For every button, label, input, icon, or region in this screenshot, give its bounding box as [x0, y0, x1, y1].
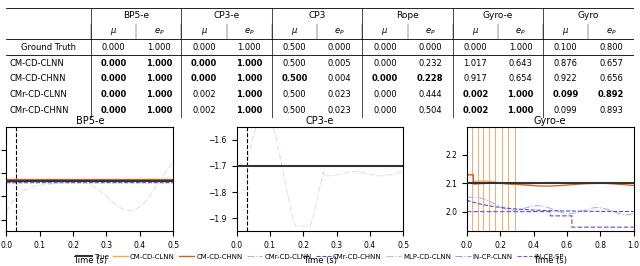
Text: 0.004: 0.004: [328, 74, 351, 83]
Text: 0.002: 0.002: [462, 106, 488, 115]
Text: 0.000: 0.000: [373, 90, 397, 99]
Text: 1.000: 1.000: [508, 106, 534, 115]
Text: 0.023: 0.023: [328, 90, 351, 99]
Text: 1.000: 1.000: [146, 59, 172, 68]
Text: 0.000: 0.000: [100, 59, 127, 68]
Text: 0.099: 0.099: [554, 106, 577, 115]
Text: 0.100: 0.100: [554, 43, 577, 52]
Text: 0.000: 0.000: [373, 43, 397, 52]
Text: 0.654: 0.654: [509, 74, 532, 83]
Text: 0.657: 0.657: [599, 59, 623, 68]
Text: 0.917: 0.917: [463, 74, 487, 83]
Text: 0.800: 0.800: [599, 43, 623, 52]
Text: 1.000: 1.000: [236, 59, 262, 68]
Text: CMr-CD-CHNN: CMr-CD-CHNN: [10, 106, 69, 115]
Text: 1.000: 1.000: [236, 74, 262, 83]
Text: 1.000: 1.000: [508, 90, 534, 99]
Text: 1.000: 1.000: [146, 90, 172, 99]
Text: CM-CD-CHNN: CM-CD-CHNN: [10, 74, 66, 83]
Text: CM-CD-CLNN: CM-CD-CLNN: [10, 59, 64, 68]
Text: $\mu$: $\mu$: [200, 26, 207, 37]
Text: 0.500: 0.500: [282, 74, 308, 83]
X-axis label: Time (s): Time (s): [533, 256, 567, 265]
Text: 0.000: 0.000: [100, 90, 127, 99]
Text: $e_P$: $e_P$: [605, 26, 616, 37]
Text: 0.893: 0.893: [599, 106, 623, 115]
Text: 0.000: 0.000: [102, 43, 125, 52]
Text: $\mu$: $\mu$: [381, 26, 388, 37]
Text: 0.000: 0.000: [373, 59, 397, 68]
Text: $e_P$: $e_P$: [334, 26, 345, 37]
Text: 0.500: 0.500: [283, 59, 307, 68]
Legend: True, CM-CD-CLNN, CM-CD-CHNN, CMr-CD-CLNN, CMr-CD-CHNN, MLP-CD-CLNN, IN-CP-CLNN,: True, CM-CD-CLNN, CM-CD-CHNN, CMr-CD-CLN…: [74, 251, 566, 263]
Text: 0.444: 0.444: [419, 90, 442, 99]
Title: CP3-e: CP3-e: [306, 116, 334, 126]
Text: 0.000: 0.000: [373, 106, 397, 115]
Text: 1.000: 1.000: [146, 106, 172, 115]
Text: Gyro: Gyro: [578, 11, 599, 20]
Text: 0.002: 0.002: [192, 106, 216, 115]
Text: $e_P$: $e_P$: [515, 26, 526, 37]
Text: 0.000: 0.000: [372, 74, 398, 83]
Text: 1.000: 1.000: [236, 106, 262, 115]
Text: 0.000: 0.000: [463, 43, 487, 52]
Text: 0.000: 0.000: [191, 74, 217, 83]
Text: 1.000: 1.000: [146, 74, 172, 83]
X-axis label: Time (s): Time (s): [73, 256, 107, 265]
Text: 0.643: 0.643: [509, 59, 532, 68]
Text: 1.000: 1.000: [236, 90, 262, 99]
Text: Ground Truth: Ground Truth: [21, 43, 76, 52]
Text: $\mu$: $\mu$: [291, 26, 298, 37]
Text: 0.922: 0.922: [554, 74, 577, 83]
Text: $\mu$: $\mu$: [472, 26, 479, 37]
Text: CMr-CD-CLNN: CMr-CD-CLNN: [10, 90, 67, 99]
Text: $e_P$: $e_P$: [244, 26, 255, 37]
X-axis label: Time (s): Time (s): [303, 256, 337, 265]
Text: 0.099: 0.099: [553, 90, 579, 99]
Text: 0.876: 0.876: [554, 59, 578, 68]
Text: 0.000: 0.000: [100, 74, 127, 83]
Text: $e_P$: $e_P$: [425, 26, 435, 37]
Text: 0.500: 0.500: [283, 43, 307, 52]
Text: 0.504: 0.504: [419, 106, 442, 115]
Text: Rope: Rope: [396, 11, 419, 20]
Text: $\mu$: $\mu$: [563, 26, 570, 37]
Text: 1.000: 1.000: [237, 43, 261, 52]
Text: 0.228: 0.228: [417, 74, 444, 83]
Text: BP5-e: BP5-e: [124, 11, 149, 20]
Text: 0.500: 0.500: [283, 90, 307, 99]
Text: CP3-e: CP3-e: [214, 11, 240, 20]
Text: 0.000: 0.000: [328, 43, 351, 52]
Text: 1.017: 1.017: [463, 59, 487, 68]
Title: BP5-e: BP5-e: [76, 116, 104, 126]
Text: 0.000: 0.000: [419, 43, 442, 52]
Text: 0.005: 0.005: [328, 59, 351, 68]
Text: 1.000: 1.000: [147, 43, 171, 52]
Text: 0.000: 0.000: [100, 106, 127, 115]
Text: $e_P$: $e_P$: [154, 26, 164, 37]
Text: 0.023: 0.023: [328, 106, 351, 115]
Text: $\mu$: $\mu$: [110, 26, 117, 37]
Text: 0.002: 0.002: [192, 90, 216, 99]
Text: 0.000: 0.000: [192, 43, 216, 52]
Text: 0.000: 0.000: [191, 59, 217, 68]
Text: 0.892: 0.892: [598, 90, 624, 99]
Text: 0.500: 0.500: [283, 106, 307, 115]
Text: 0.002: 0.002: [462, 90, 488, 99]
Text: 0.232: 0.232: [419, 59, 442, 68]
Text: 0.656: 0.656: [599, 74, 623, 83]
Title: Gyro-e: Gyro-e: [534, 116, 566, 126]
Text: CP3: CP3: [308, 11, 326, 20]
Text: 1.000: 1.000: [509, 43, 532, 52]
Text: Gyro-e: Gyro-e: [483, 11, 513, 20]
